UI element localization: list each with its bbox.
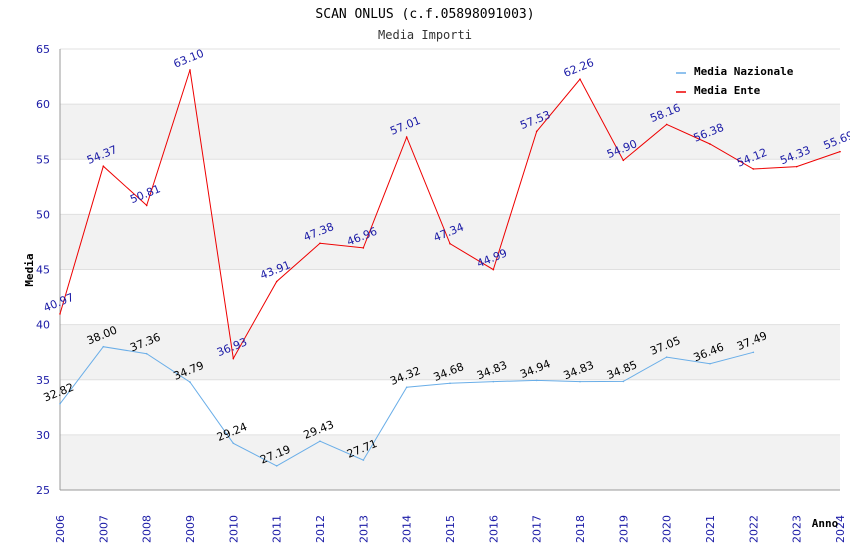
y-axis-label: Media	[23, 253, 36, 286]
grid-band	[60, 214, 840, 270]
data-point-media-nazionale	[189, 381, 191, 383]
data-point-media-ente	[59, 313, 61, 315]
data-point-media-nazionale	[665, 356, 668, 358]
data-point-media-ente	[622, 159, 625, 162]
x-tick-label: 2023	[791, 515, 804, 543]
x-tick-label: 2017	[531, 515, 544, 543]
data-point-media-nazionale	[449, 382, 451, 385]
data-point-media-ente	[579, 78, 581, 81]
data-point-media-ente	[665, 123, 668, 126]
x-tick-label: 2013	[357, 515, 370, 543]
y-axis-ticks: 25 30 35 40 45 50 55 60 65	[36, 43, 50, 497]
y-tick-label: 30	[36, 429, 50, 442]
y-tick-label: 65	[36, 43, 50, 56]
data-point-media-ente	[319, 242, 321, 245]
legend-box	[670, 60, 810, 100]
legend-label-media-ente: Media Ente	[694, 84, 761, 97]
data-point-media-ente	[189, 69, 191, 71]
x-tick-label: 2018	[574, 515, 587, 543]
data-point-media-nazionale	[622, 380, 625, 383]
data-point-media-nazionale	[59, 402, 61, 405]
y-tick-label: 35	[36, 374, 50, 387]
data-point-media-ente	[145, 204, 148, 207]
x-tick-label: 2006	[54, 515, 67, 543]
y-tick-label: 25	[36, 484, 50, 497]
grid-band	[60, 324, 840, 380]
data-point-media-ente	[839, 150, 841, 153]
x-tick-label: 2012	[314, 515, 327, 543]
data-point-media-nazionale	[145, 352, 148, 355]
data-point-media-nazionale	[535, 379, 538, 382]
legend-label-media-nazionale: Media Nazionale	[694, 65, 794, 78]
data-label-media-ente: 62.26	[562, 56, 596, 80]
data-point-media-nazionale	[405, 386, 408, 389]
data-point-media-ente	[449, 242, 451, 245]
x-tick-label: 2007	[97, 515, 110, 543]
x-tick-label: 2015	[444, 515, 457, 543]
data-point-media-ente	[709, 143, 711, 145]
plot-background	[60, 104, 840, 490]
data-point-media-nazionale	[319, 440, 321, 442]
chart-title: SCAN ONLUS (c.f.05898091003)	[315, 7, 534, 22]
x-tick-label: 2010	[227, 515, 240, 543]
data-label-media-ente: 40.97	[42, 291, 76, 315]
data-label-media-ente: 50.81	[128, 182, 162, 206]
data-point-media-ente	[362, 247, 365, 249]
data-point-media-ente	[405, 136, 408, 138]
data-point-media-ente	[752, 168, 755, 170]
axes	[59, 49, 840, 491]
data-point-media-ente	[232, 357, 235, 360]
y-tick-label: 55	[36, 153, 50, 166]
x-tick-label: 2008	[141, 515, 154, 543]
x-tick-label: 2014	[401, 515, 414, 543]
x-tick-label: 2022	[747, 515, 760, 543]
data-point-media-ente	[795, 165, 798, 168]
x-tick-label: 2024	[834, 515, 847, 543]
data-point-media-nazionale	[709, 362, 711, 365]
y-tick-label: 50	[36, 208, 50, 221]
data-label-media-ente: 63.10	[172, 47, 206, 71]
x-tick-label: 2009	[184, 515, 197, 543]
data-point-media-nazionale	[275, 465, 278, 467]
x-axis-ticks: 2006 2007 2008 2009 2010 2011 2012 2013 2014 2015…	[54, 515, 847, 543]
data-point-media-nazionale	[232, 442, 235, 445]
gridlines	[60, 48, 840, 491]
y-tick-label: 45	[36, 264, 50, 277]
x-tick-label: 2021	[704, 515, 717, 543]
y-tick-label: 40	[36, 319, 50, 332]
x-tick-label: 2011	[271, 515, 284, 543]
data-point-media-nazionale	[102, 345, 105, 348]
data-point-media-nazionale	[752, 351, 755, 354]
data-point-media-ente	[492, 268, 495, 271]
x-tick-label: 2019	[617, 515, 630, 543]
data-point-media-ente	[535, 130, 538, 133]
data-point-media-nazionale	[492, 380, 495, 383]
x-tick-label: 2016	[487, 515, 500, 543]
y-tick-label: 60	[36, 98, 50, 111]
data-point-media-ente	[102, 165, 105, 167]
x-tick-label: 2020	[661, 515, 674, 543]
data-point-media-nazionale	[579, 380, 581, 383]
chart-subtitle: Media Importi	[378, 28, 472, 42]
data-point-media-nazionale	[362, 459, 365, 461]
series-lines	[59, 69, 841, 467]
grid-band	[60, 104, 840, 160]
legend: Media Nazionale Media Ente	[670, 60, 810, 100]
data-point-media-ente	[275, 280, 278, 283]
grid-band	[60, 434, 840, 490]
x-axis-label: Anno	[812, 517, 839, 530]
